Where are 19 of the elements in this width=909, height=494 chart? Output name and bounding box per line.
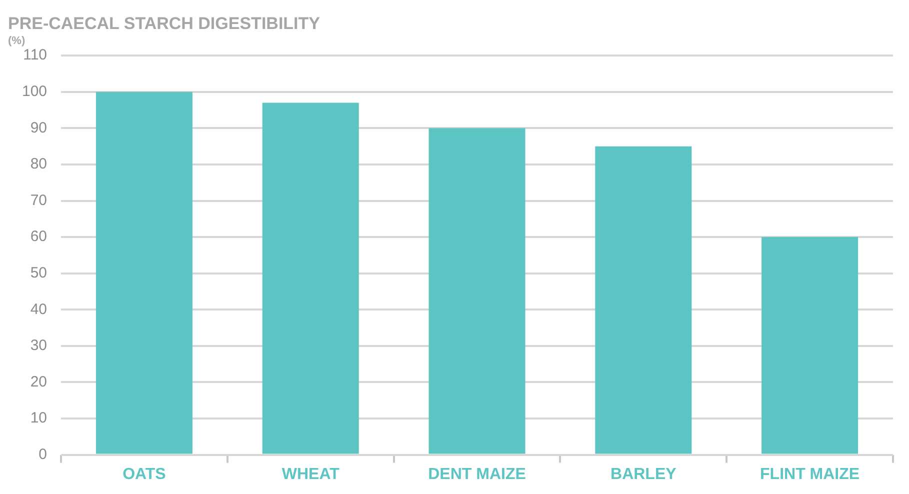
- y-tick-label: 20: [30, 373, 48, 390]
- x-tick-label: BARLEY: [610, 466, 677, 483]
- y-tick-label: 10: [30, 410, 48, 427]
- chart-title: PRE-CAECAL STARCH DIGESTIBILITY: [8, 14, 321, 33]
- x-tick-label: OATS: [122, 466, 166, 483]
- chart-subtitle: (%): [8, 35, 26, 48]
- y-tick-label: 40: [30, 300, 48, 318]
- y-tick-label: 50: [30, 264, 48, 282]
- x-tick-label: DENT MAIZE: [428, 466, 526, 483]
- y-tick-label: 60: [30, 228, 48, 246]
- x-tick-label: WHEAT: [282, 466, 340, 483]
- y-tick-label: 100: [22, 83, 48, 100]
- y-tick-label: 90: [30, 119, 48, 136]
- y-tick-label: 70: [30, 192, 48, 209]
- y-tick-label: 80: [30, 156, 48, 173]
- x-tick-label: FLINT MAIZE: [760, 466, 860, 483]
- y-tick-label: 0: [38, 446, 48, 463]
- y-tick-label: 30: [30, 337, 48, 354]
- y-tick-label: 110: [23, 46, 48, 64]
